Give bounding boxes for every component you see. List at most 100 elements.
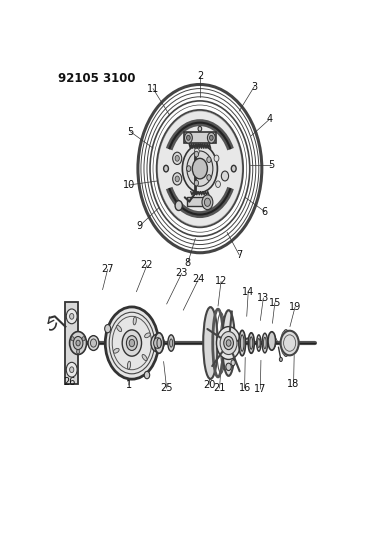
Text: 15: 15	[269, 298, 281, 308]
Circle shape	[71, 337, 74, 341]
Text: 5: 5	[268, 159, 274, 169]
Text: 20: 20	[203, 380, 215, 390]
Text: 25: 25	[160, 383, 173, 393]
Circle shape	[105, 307, 158, 379]
Text: 21: 21	[213, 383, 226, 393]
Text: 10: 10	[123, 180, 135, 190]
Circle shape	[175, 156, 179, 161]
Bar	[184, 132, 216, 143]
Circle shape	[122, 330, 142, 356]
Circle shape	[216, 181, 220, 188]
Text: 19: 19	[289, 302, 301, 312]
Circle shape	[207, 175, 211, 180]
Text: 2: 2	[197, 71, 203, 81]
Text: 24: 24	[192, 274, 204, 285]
Bar	[187, 197, 204, 206]
Circle shape	[173, 152, 182, 165]
Circle shape	[204, 198, 211, 206]
Text: 26: 26	[63, 377, 76, 387]
Ellipse shape	[170, 339, 173, 347]
Circle shape	[194, 180, 199, 186]
Ellipse shape	[133, 317, 136, 325]
Circle shape	[76, 350, 80, 354]
Circle shape	[73, 336, 83, 350]
Ellipse shape	[117, 326, 122, 332]
Circle shape	[76, 340, 80, 346]
Circle shape	[154, 338, 161, 349]
Ellipse shape	[258, 338, 260, 348]
Ellipse shape	[145, 333, 151, 338]
Text: 27: 27	[101, 264, 114, 274]
Text: 13: 13	[257, 293, 269, 303]
Circle shape	[214, 155, 219, 161]
Text: 11: 11	[147, 84, 159, 94]
Circle shape	[231, 165, 236, 172]
Ellipse shape	[240, 335, 244, 351]
Text: 1: 1	[126, 380, 132, 390]
Ellipse shape	[226, 363, 231, 370]
Circle shape	[158, 111, 242, 226]
Circle shape	[105, 325, 111, 333]
Circle shape	[222, 171, 229, 181]
Circle shape	[207, 157, 211, 163]
Text: 5: 5	[127, 127, 133, 136]
Circle shape	[90, 339, 96, 347]
Circle shape	[183, 145, 217, 192]
Bar	[66, 302, 78, 384]
Circle shape	[69, 332, 87, 354]
Circle shape	[279, 358, 282, 361]
Circle shape	[184, 133, 192, 143]
Circle shape	[175, 200, 183, 211]
Circle shape	[69, 367, 74, 373]
Text: 14: 14	[242, 287, 254, 297]
Circle shape	[202, 195, 213, 209]
Circle shape	[126, 336, 137, 350]
Circle shape	[151, 334, 164, 352]
Text: 12: 12	[215, 277, 227, 286]
Circle shape	[224, 336, 234, 350]
Circle shape	[194, 151, 199, 157]
Ellipse shape	[128, 361, 131, 369]
Ellipse shape	[264, 337, 266, 349]
Ellipse shape	[168, 335, 174, 351]
Text: 23: 23	[176, 268, 188, 278]
Ellipse shape	[257, 335, 261, 351]
Ellipse shape	[154, 333, 164, 353]
Circle shape	[207, 133, 215, 143]
Ellipse shape	[231, 360, 235, 366]
Ellipse shape	[262, 333, 268, 353]
Ellipse shape	[203, 307, 218, 379]
Text: 8: 8	[185, 258, 191, 268]
Ellipse shape	[250, 337, 253, 349]
Circle shape	[66, 309, 77, 324]
Ellipse shape	[248, 333, 254, 353]
Circle shape	[209, 135, 213, 140]
Circle shape	[66, 362, 77, 377]
Text: 22: 22	[141, 260, 153, 270]
Text: 3: 3	[251, 82, 257, 92]
Text: 7: 7	[236, 250, 242, 260]
Ellipse shape	[282, 330, 290, 357]
Circle shape	[280, 330, 299, 356]
Circle shape	[187, 151, 213, 186]
Circle shape	[195, 148, 199, 155]
Ellipse shape	[268, 332, 276, 350]
Text: 4: 4	[266, 115, 273, 124]
Circle shape	[129, 340, 135, 347]
Text: 16: 16	[238, 383, 251, 393]
Circle shape	[216, 327, 241, 359]
Circle shape	[82, 337, 85, 341]
Text: 92105 3100: 92105 3100	[58, 72, 135, 85]
Ellipse shape	[239, 330, 246, 356]
Ellipse shape	[157, 338, 161, 348]
Text: 18: 18	[287, 379, 300, 389]
Circle shape	[220, 332, 237, 354]
Text: 17: 17	[254, 384, 266, 394]
Circle shape	[173, 173, 182, 185]
Text: 6: 6	[262, 207, 268, 217]
Circle shape	[186, 135, 190, 140]
Ellipse shape	[193, 155, 212, 174]
Ellipse shape	[281, 331, 288, 355]
Circle shape	[88, 336, 99, 350]
Circle shape	[164, 165, 168, 172]
